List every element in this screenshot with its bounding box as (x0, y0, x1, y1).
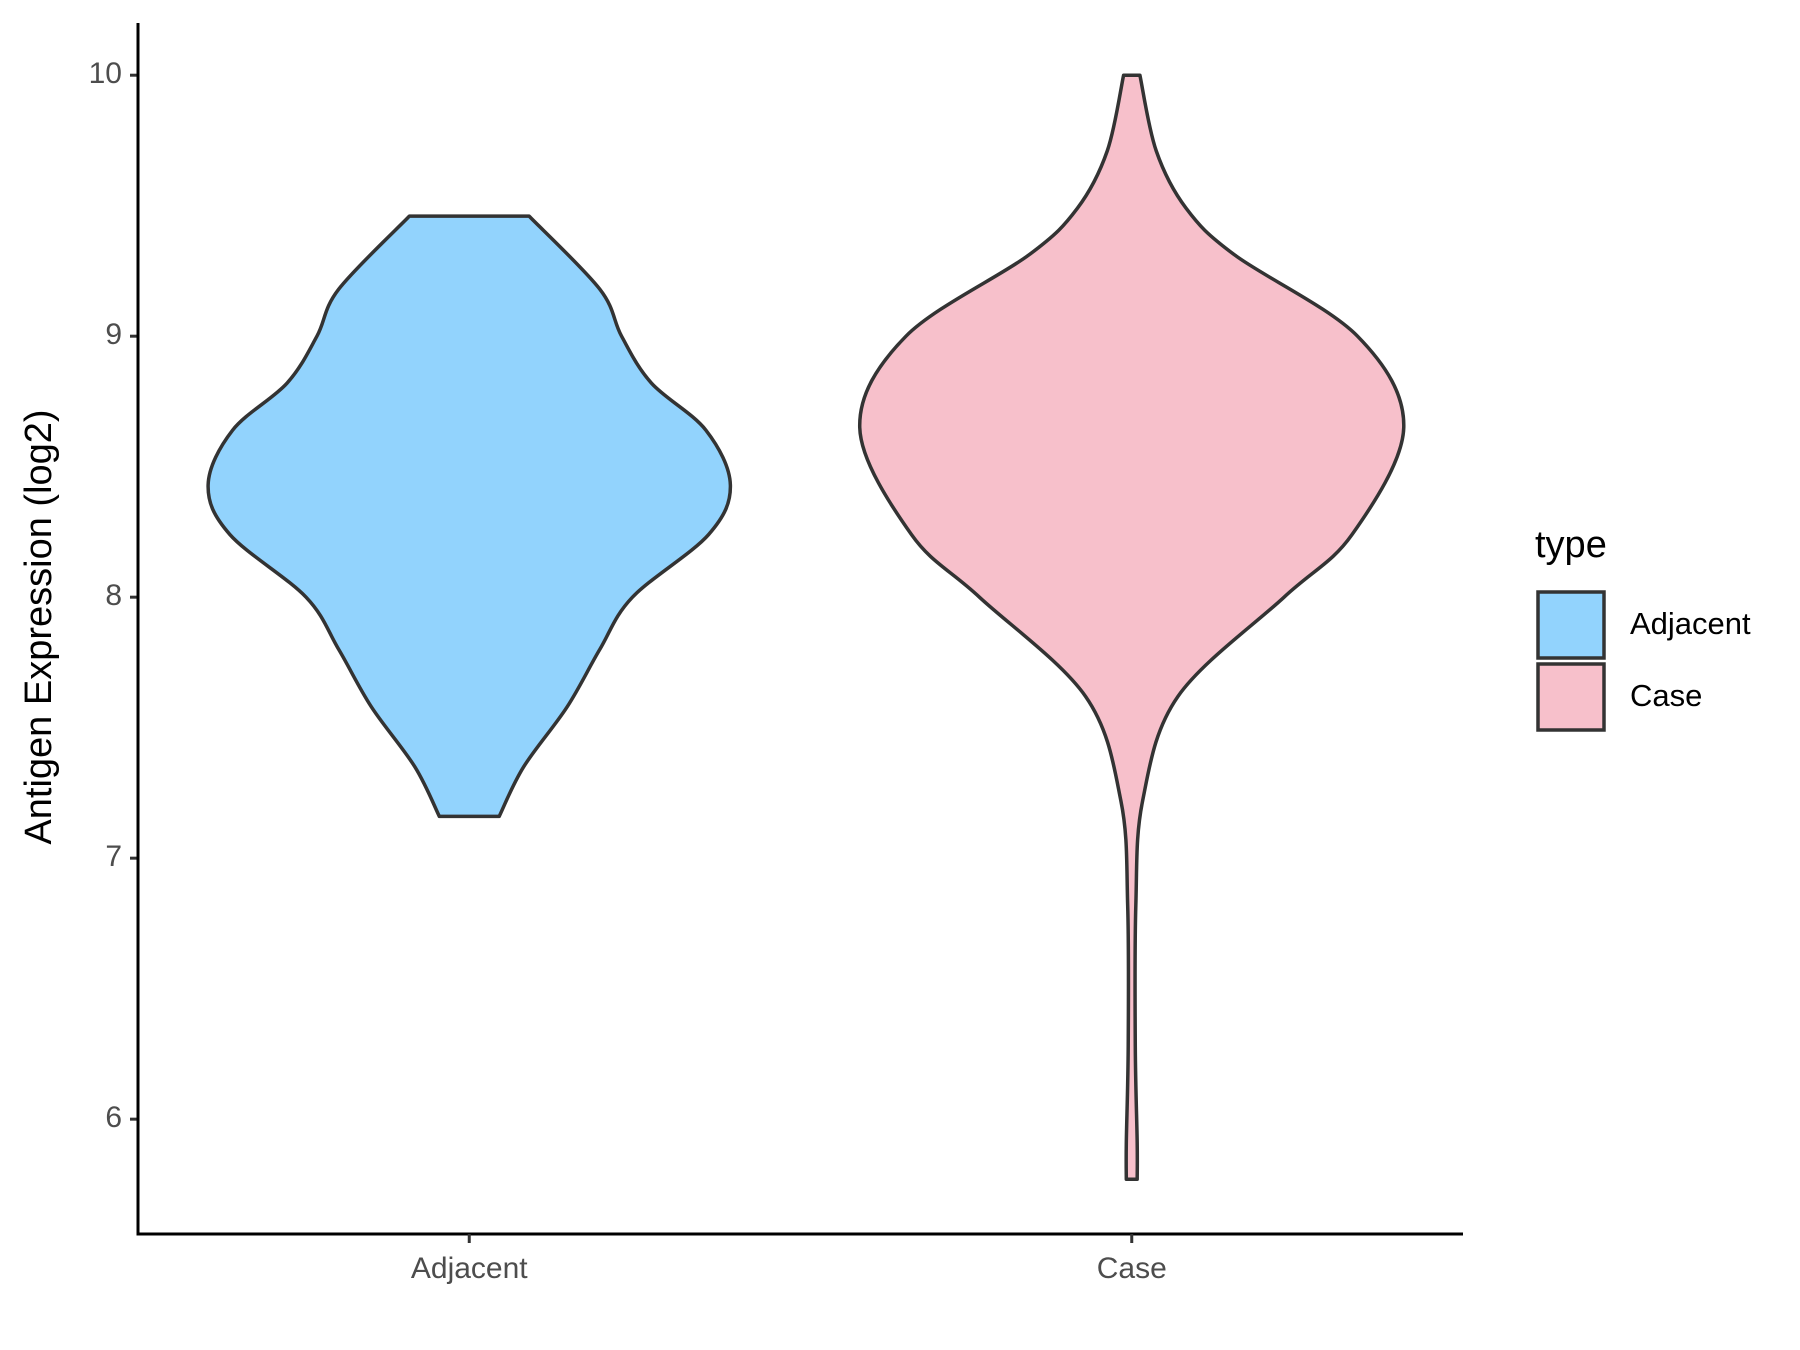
legend-label: Case (1630, 678, 1702, 713)
legend-title: type (1535, 524, 1607, 566)
y-tick-label: 9 (105, 318, 122, 351)
legend-label: Adjacent (1630, 606, 1751, 641)
x-tick-label: Case (1097, 1252, 1167, 1285)
y-tick-label: 7 (105, 840, 122, 873)
legend-key (1536, 662, 1606, 732)
y-tick-label: 8 (105, 579, 122, 612)
violin (206, 214, 733, 819)
x-tick-label: Adjacent (411, 1252, 528, 1285)
y-axis-title: Antigen Expression (log2) (18, 409, 60, 844)
y-tick-label: 10 (89, 57, 122, 90)
violin (857, 73, 1406, 1181)
legend-key (1536, 590, 1606, 660)
y-tick-label: 6 (105, 1101, 122, 1134)
